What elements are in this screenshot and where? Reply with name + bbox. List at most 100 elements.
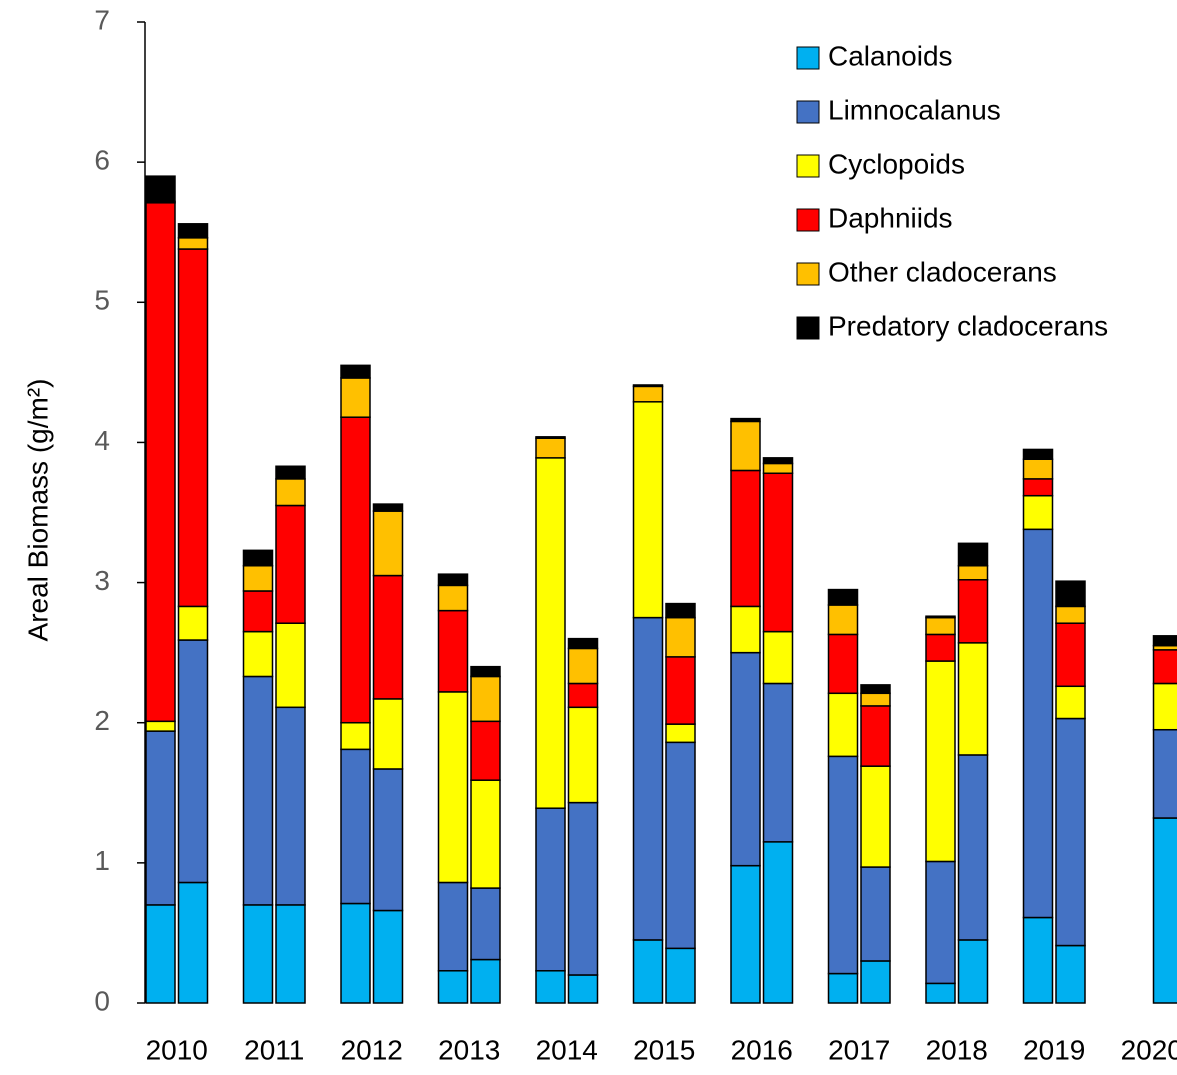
legend-swatch — [797, 155, 819, 177]
bar-segment — [374, 911, 403, 1003]
x-tick-label: 2013 — [438, 1034, 500, 1065]
y-tick-label: 5 — [94, 285, 110, 316]
bar-segment — [1024, 918, 1053, 1003]
bar-segment — [666, 618, 695, 657]
bar-segment — [959, 543, 988, 565]
bar-segment — [536, 438, 565, 458]
bar-segment — [374, 576, 403, 699]
bar-segment — [569, 707, 598, 802]
bar-segment — [536, 437, 565, 438]
bar-segment — [666, 724, 695, 742]
bar-segment — [1154, 730, 1177, 818]
y-tick-label: 7 — [94, 4, 110, 35]
bar-segment — [179, 249, 208, 606]
bar-segment — [374, 504, 403, 511]
bar-segment — [666, 948, 695, 1003]
bar-segment — [374, 511, 403, 575]
bar-segment — [731, 606, 760, 652]
bar-segment — [1024, 449, 1053, 459]
bar-segment — [829, 634, 858, 693]
bar-segment — [1056, 719, 1085, 946]
bar-segment — [764, 683, 793, 841]
bar-segment — [276, 623, 305, 707]
bar-segment — [829, 693, 858, 756]
legend-swatch — [797, 47, 819, 69]
x-tick-label: 2016 — [731, 1034, 793, 1065]
legend-swatch — [797, 263, 819, 285]
bar-segment — [1154, 818, 1177, 1003]
bar-segment — [634, 940, 663, 1003]
legend-swatch — [797, 101, 819, 123]
bar-segment — [569, 683, 598, 707]
bar-segment — [1024, 459, 1053, 479]
bar-segment — [666, 604, 695, 618]
bar-segment — [341, 417, 370, 723]
bar-segment — [926, 661, 955, 861]
bar-segment — [146, 721, 175, 731]
bar-segment — [374, 699, 403, 769]
x-tick-label: 2010 — [146, 1034, 208, 1065]
bar-segment — [341, 903, 370, 1003]
bar-segment — [341, 378, 370, 417]
y-tick-label: 2 — [94, 705, 110, 736]
bar-segment — [764, 463, 793, 473]
bar-segment — [439, 971, 468, 1003]
bar-segment — [1056, 581, 1085, 606]
y-tick-label: 6 — [94, 145, 110, 176]
y-tick-label: 3 — [94, 565, 110, 596]
bar-segment — [569, 975, 598, 1003]
bar-segment — [764, 632, 793, 684]
y-axis-label: Areal Biomass (g/m²) — [22, 379, 53, 642]
bar-segment — [829, 590, 858, 605]
bar-segment — [1154, 650, 1177, 684]
legend-label: Other cladocerans — [828, 256, 1057, 287]
bar-segment — [341, 365, 370, 378]
bar-segment — [244, 905, 273, 1003]
bar-segment — [731, 419, 760, 422]
x-tick-label: 2014 — [536, 1034, 598, 1065]
bar-segment — [634, 618, 663, 940]
bar-segment — [829, 605, 858, 634]
bar-segment — [861, 685, 890, 693]
bar-segment — [471, 780, 500, 888]
bar-segment — [439, 692, 468, 883]
bar-segment — [569, 803, 598, 975]
bar-segment — [861, 693, 890, 706]
bar-segment — [179, 640, 208, 882]
bar-segment — [959, 643, 988, 755]
legend-label: Daphniids — [828, 202, 953, 233]
legend-label: Predatory cladocerans — [828, 310, 1108, 341]
bar-segment — [926, 861, 955, 983]
bar-segment — [1024, 529, 1053, 917]
bar-segment — [731, 653, 760, 866]
bar-segment — [244, 550, 273, 565]
bar-segment — [861, 706, 890, 766]
x-tick-label: 2012 — [341, 1034, 403, 1065]
bar-segment — [1056, 946, 1085, 1003]
bar-segment — [764, 473, 793, 631]
bar-segment — [179, 606, 208, 640]
x-tick-label: 2015 — [633, 1034, 695, 1065]
legend-swatch — [797, 209, 819, 231]
bar-segment — [276, 466, 305, 479]
bar-segment — [634, 385, 663, 386]
bar-segment — [1056, 606, 1085, 623]
bar-segment — [959, 755, 988, 940]
bar-segment — [276, 479, 305, 506]
bar-segment — [536, 971, 565, 1003]
bar-segment — [439, 882, 468, 970]
bar-segment — [861, 766, 890, 867]
bar-segment — [861, 867, 890, 961]
bar-segment — [959, 580, 988, 643]
bar-segment — [1056, 686, 1085, 718]
bar-segment — [471, 667, 500, 677]
bar-segment — [471, 676, 500, 721]
bar-segment — [829, 974, 858, 1003]
bar-segment — [471, 960, 500, 1003]
bar-segment — [1056, 623, 1085, 686]
bar-segment — [146, 731, 175, 905]
y-tick-label: 0 — [94, 985, 110, 1016]
bar-segment — [341, 749, 370, 903]
